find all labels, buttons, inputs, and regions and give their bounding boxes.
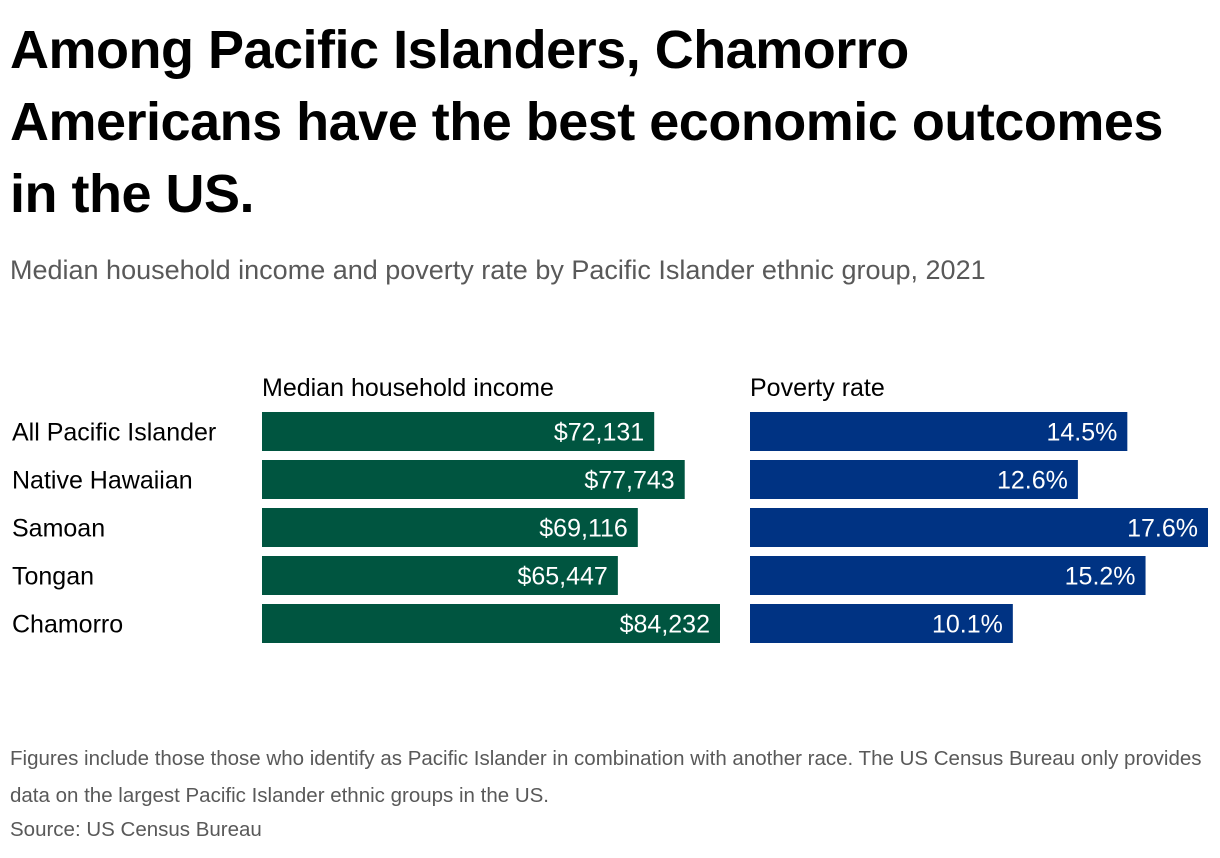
data-label-income: $72,131 — [554, 419, 644, 447]
bar-income — [262, 412, 655, 451]
panel-header-poverty: Poverty rate — [750, 374, 885, 402]
category-label: Native Hawaiian — [12, 467, 193, 495]
data-label-poverty: 10.1% — [932, 611, 1003, 639]
category-label: All Pacific Islander — [12, 419, 216, 447]
data-label-income: $65,447 — [517, 563, 607, 591]
category-label: Chamorro — [12, 611, 123, 639]
bar-income — [262, 604, 720, 643]
bar-poverty — [750, 556, 1146, 595]
bar-poverty — [750, 460, 1078, 499]
data-label-poverty: 17.6% — [1127, 515, 1198, 543]
bar-chart: All Pacific Islander Native Hawaiian Samoa… — [12, 374, 1208, 643]
footnote: Figures include those those who identify… — [10, 747, 1202, 807]
bar-income — [262, 460, 685, 499]
category-label: Samoan — [12, 515, 105, 543]
chart-subtitle: Median household income and poverty rate… — [10, 255, 986, 285]
data-label-poverty: 15.2% — [1065, 563, 1136, 591]
bar-poverty — [750, 508, 1208, 547]
bar-income — [262, 508, 638, 547]
data-label-poverty: 12.6% — [997, 467, 1068, 495]
data-label-poverty: 14.5% — [1046, 419, 1117, 447]
data-label-income: $84,232 — [620, 611, 710, 639]
bar-income — [262, 556, 618, 595]
category-label: Tongan — [12, 563, 94, 591]
panel-header-income: Median household income — [262, 374, 554, 402]
data-label-income: $77,743 — [584, 467, 674, 495]
data-label-income: $69,116 — [539, 515, 628, 543]
bar-poverty — [750, 412, 1128, 451]
source-note: Source: US Census Bureau — [10, 818, 262, 841]
bar-poverty — [750, 604, 1013, 643]
chart-title: Among Pacific Islanders, Chamorro Americ… — [10, 20, 1163, 224]
